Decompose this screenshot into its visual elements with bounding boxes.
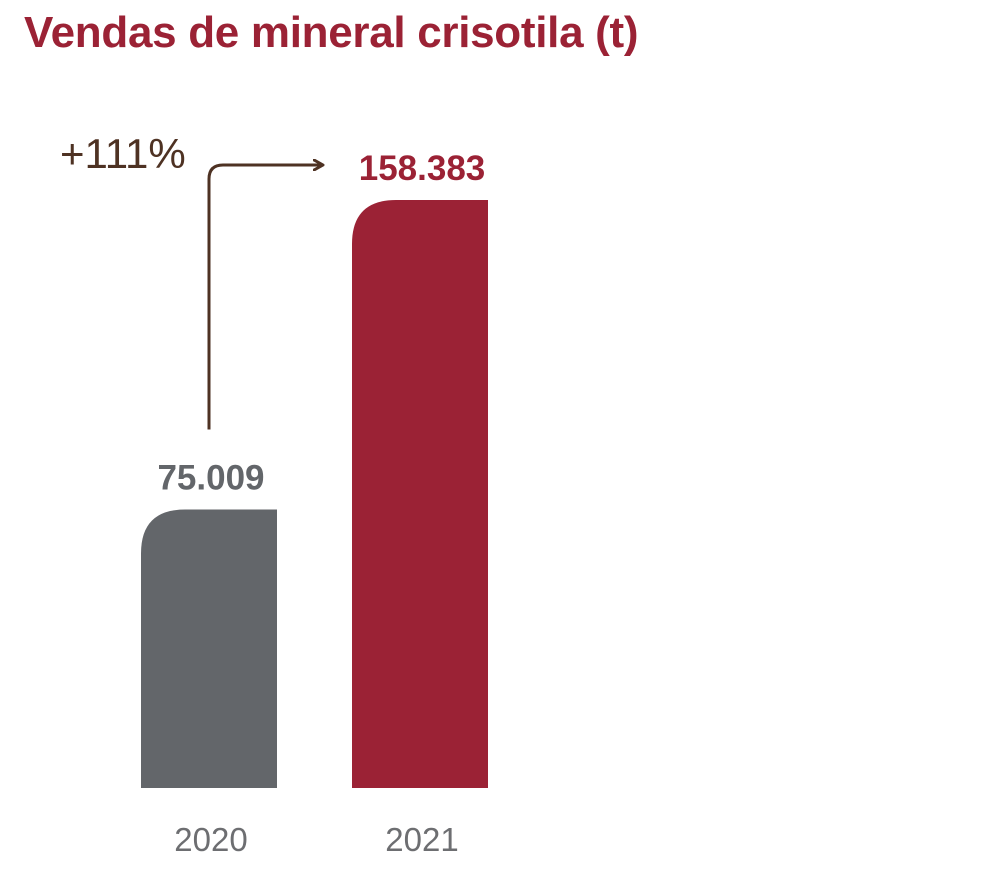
bar-2020 bbox=[141, 509, 277, 788]
value-label-2021: 158.383 bbox=[359, 149, 486, 188]
bar-2021 bbox=[352, 200, 488, 788]
change-percent-label: +111% bbox=[60, 130, 186, 177]
value-label-2020: 75.009 bbox=[157, 459, 264, 498]
chart-title: Vendas de mineral crisotila (t) bbox=[24, 8, 639, 57]
change-arrow bbox=[207, 165, 322, 430]
x-tick-label-2021: 2021 bbox=[385, 821, 458, 858]
bars-layer bbox=[141, 200, 488, 788]
change-annotation: +111% bbox=[60, 130, 322, 430]
x-tick-label-2020: 2020 bbox=[174, 821, 247, 858]
labels-layer: 75.009 2020 158.383 2021 bbox=[157, 149, 485, 858]
